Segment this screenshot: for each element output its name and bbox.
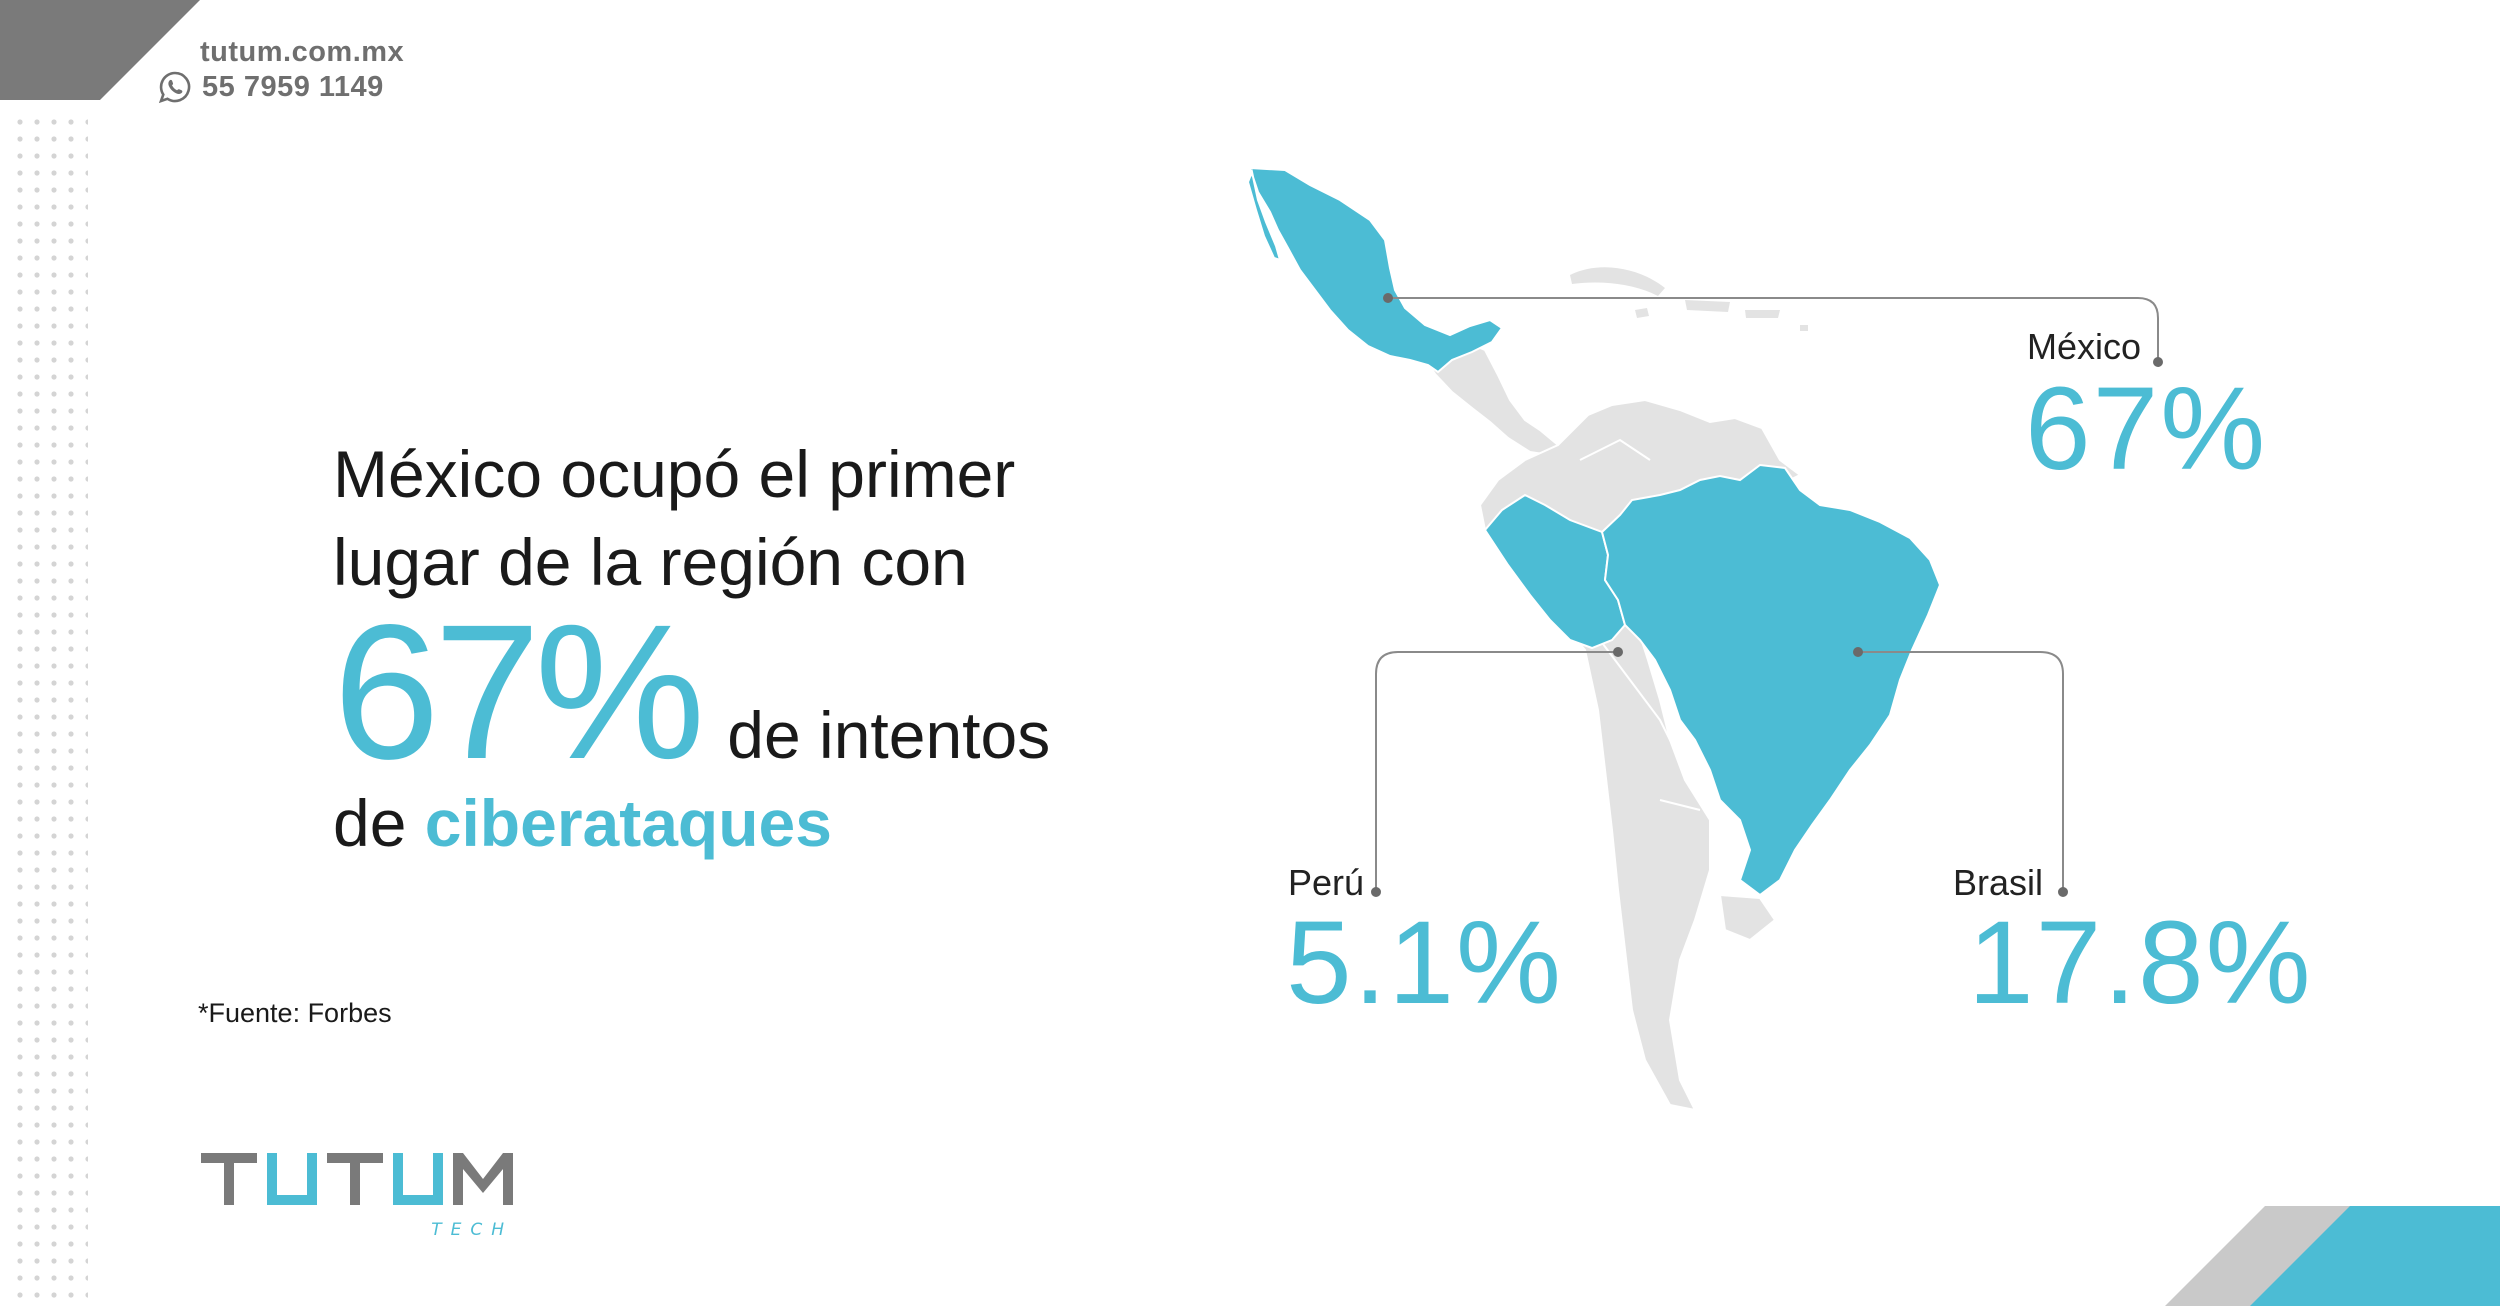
headline-line-4-prefix: de [333,786,407,860]
stat-value-mexico: 67% [2025,363,2268,495]
headline-accent-word: ciberataques [424,786,832,860]
dot-pattern [16,118,88,1306]
headline-line-2: lugar de la región con [333,525,968,599]
uruguay-shape [1718,893,1777,942]
whatsapp-icon [158,71,191,104]
corner-decoration-top-left [0,0,200,100]
phone-number: 55 7959 1149 [202,70,384,103]
tutum-tech-logo: TECH [201,1153,513,1240]
stat-value-peru: 5.1% [1286,897,1563,1029]
caribbean-islands [1570,267,1808,331]
logo-tagline: TECH [431,1220,513,1240]
headline: México ocupó el primer lugar de la regió… [333,430,1153,867]
latin-america-map [1246,166,1942,1112]
website-link[interactable]: tutum.com.mx [200,36,405,68]
stat-label-mexico: México [2027,326,2142,367]
stat-value-brasil: 17.8% [1968,897,2313,1029]
stat-label-brasil: Brasil [1953,862,2044,903]
headline-line-3: 67% de intentos [333,584,1153,799]
corner-decoration-bottom-right [2165,1206,2500,1306]
phone-contact[interactable]: 55 7959 1149 [158,70,384,104]
mexico-shape[interactable] [1246,166,1504,374]
headline-percent: 67% [333,584,705,799]
headline-line-4: de ciberataques [333,779,1153,867]
headline-after-percent: de intentos [727,698,1051,772]
headline-line-1: México ocupó el primer [333,437,1016,511]
stat-label-peru: Perú [1288,862,1365,903]
source-note: *Fuente: Forbes [198,998,392,1028]
